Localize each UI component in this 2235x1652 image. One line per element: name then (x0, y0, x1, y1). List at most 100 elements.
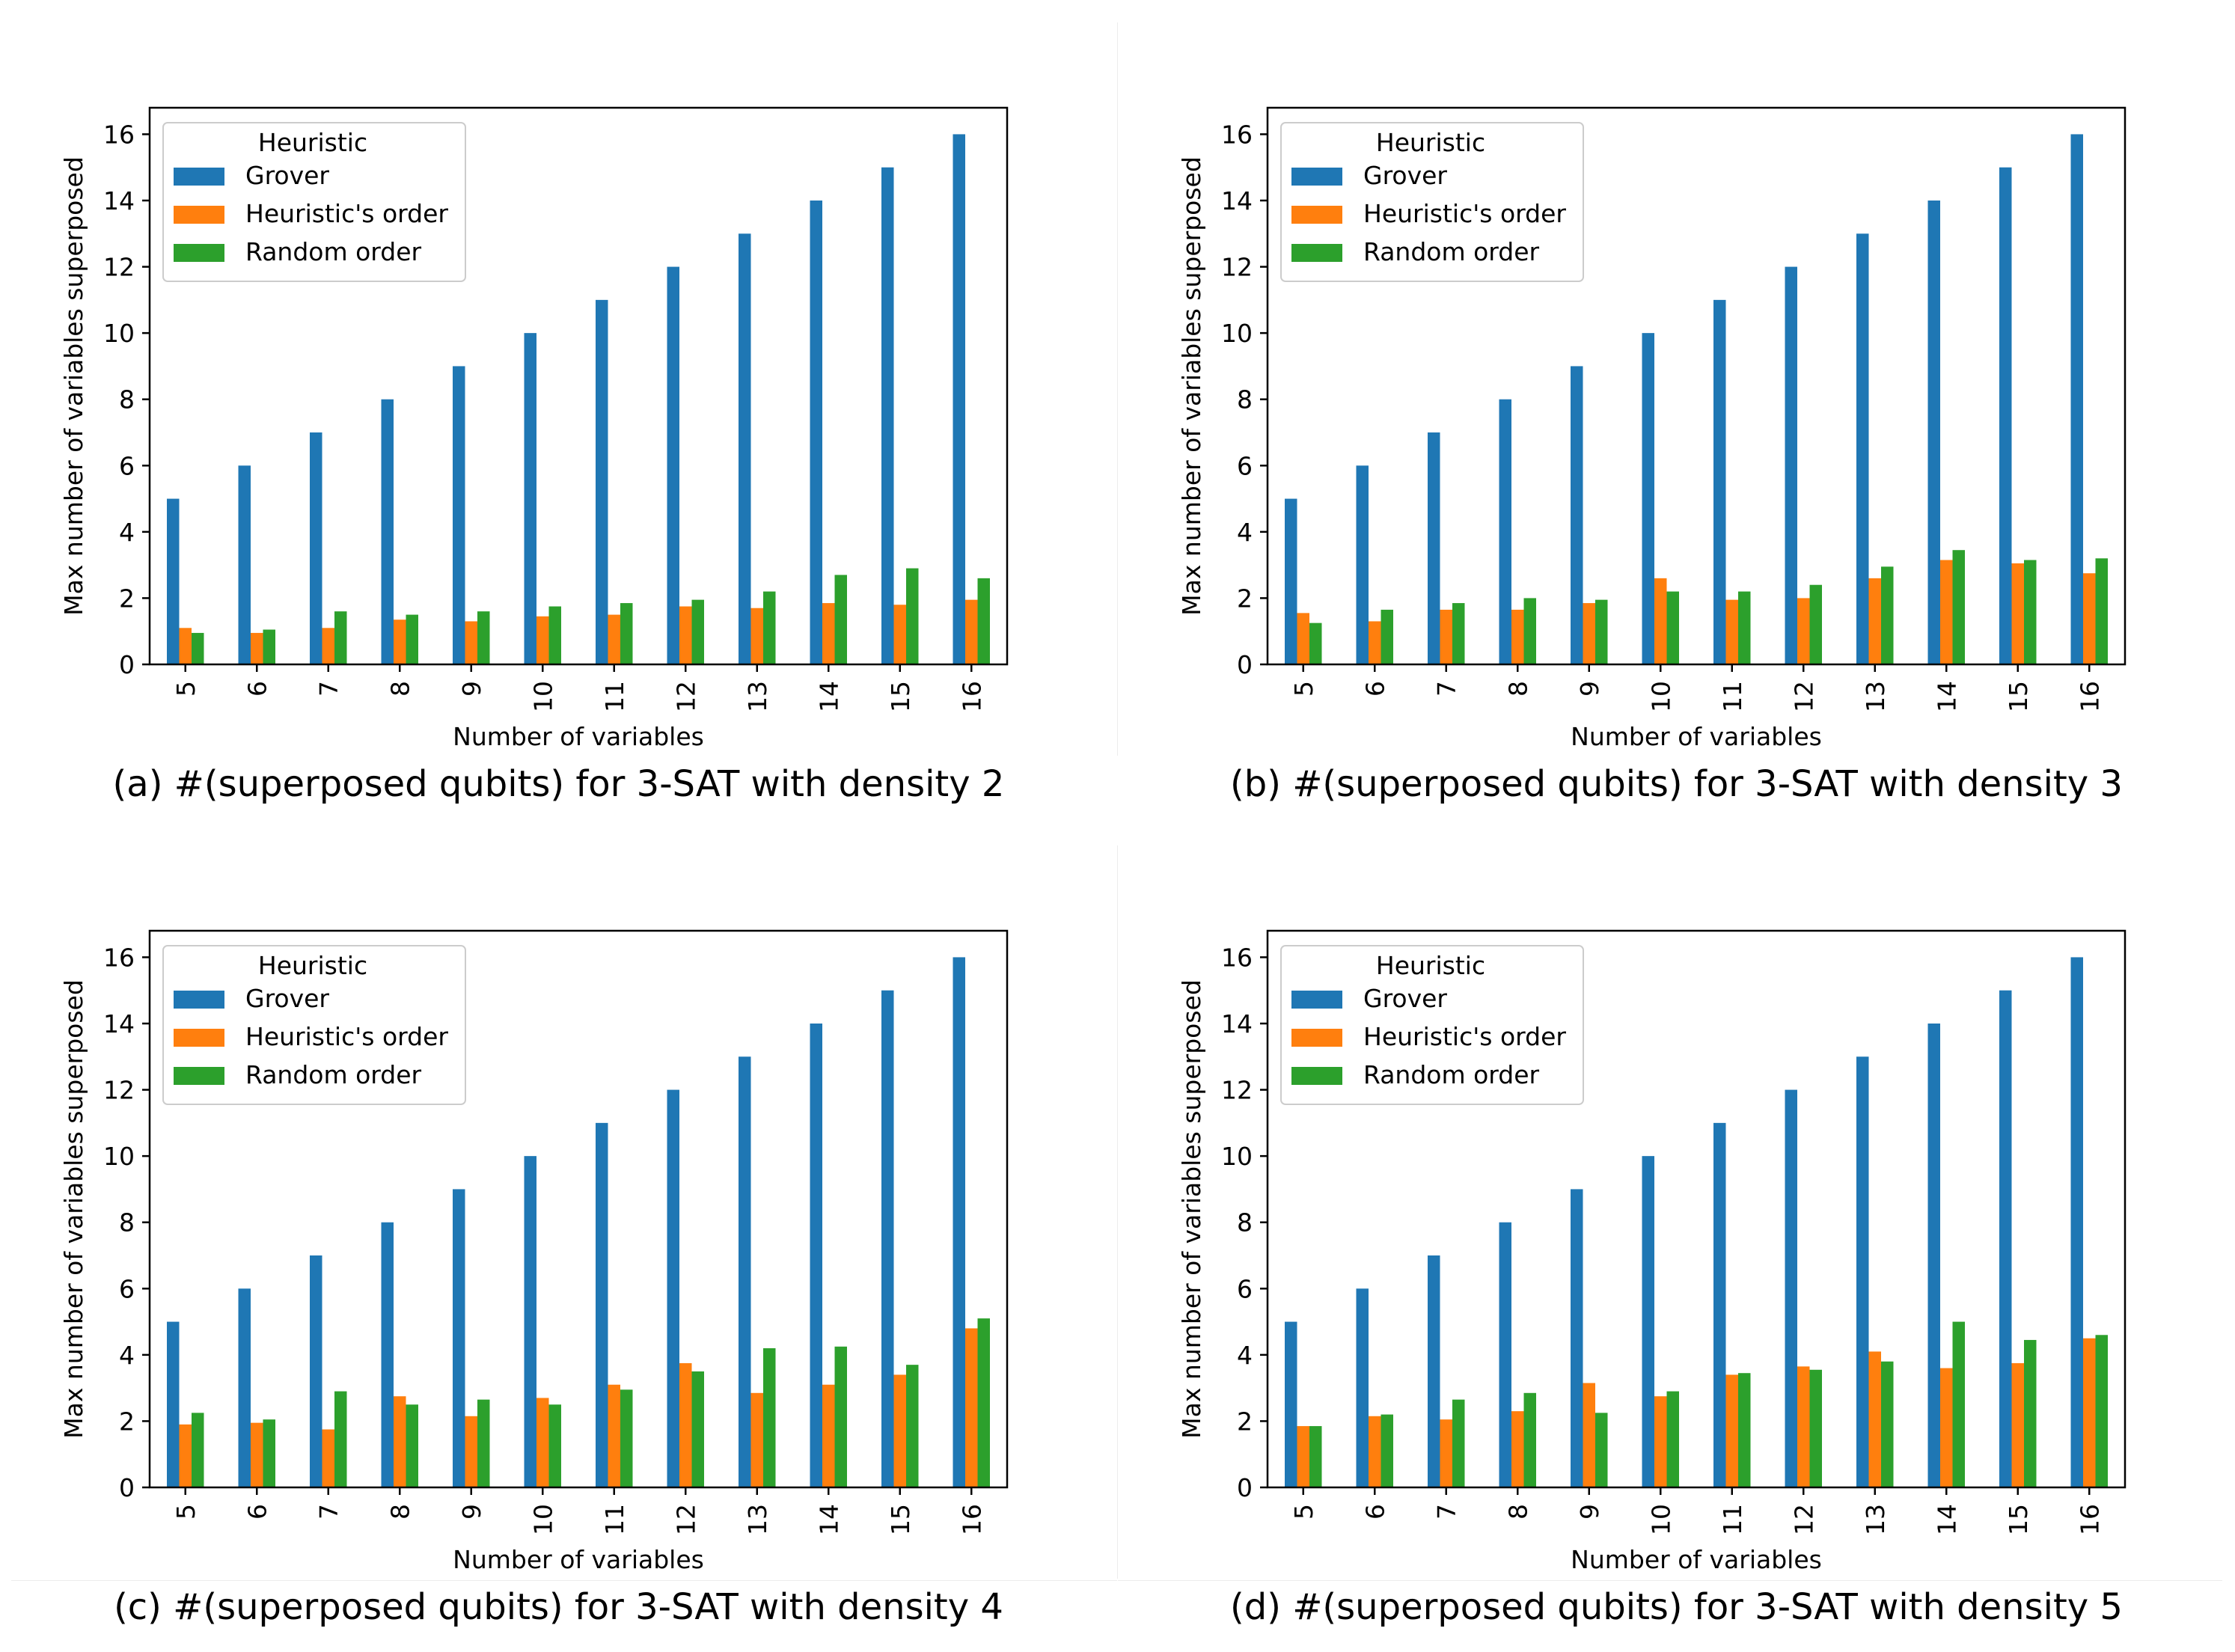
legend-box (162, 945, 466, 1105)
bar-random-order (263, 1419, 275, 1487)
x-axis-label: Number of variables (1571, 722, 1822, 751)
x-tick-label: 8 (385, 1504, 415, 1520)
y-tick-label: 4 (119, 518, 135, 547)
bar-heuristic-order (1868, 1351, 1881, 1487)
bar-random-order (1452, 603, 1465, 664)
y-tick-label: 10 (1221, 1142, 1253, 1171)
bar-random-order (977, 578, 990, 664)
bar-random-order (1595, 599, 1608, 664)
x-tick-label: 6 (1360, 681, 1389, 697)
bar-random-order (1666, 591, 1679, 664)
bar-grover (1356, 465, 1369, 664)
bar-random-order (548, 1404, 561, 1487)
bar-heuristic-order (750, 608, 763, 664)
bar-random-order (2024, 560, 2037, 664)
y-tick-label: 8 (119, 1208, 135, 1238)
legend-swatch-grover (174, 991, 224, 1009)
bar-grover (1785, 266, 1797, 665)
bar-grover (381, 399, 394, 664)
bar-random-order (406, 614, 418, 664)
legend-box (162, 122, 466, 282)
bar-random-order (1309, 1426, 1322, 1487)
bar-grover (1571, 366, 1583, 664)
x-tick-label: 12 (671, 681, 700, 712)
bar-grover (2070, 957, 2083, 1487)
x-tick-label: 9 (457, 1504, 486, 1520)
x-tick-label: 11 (1718, 1504, 1747, 1535)
legend-label-grover: Grover (245, 984, 329, 1013)
bar-heuristic-order (1654, 1396, 1667, 1487)
bar-random-order (1595, 1413, 1608, 1487)
x-tick-label: 15 (886, 1504, 915, 1535)
bar-random-order (1881, 1361, 1894, 1487)
x-tick-label: 10 (528, 681, 557, 712)
bar-grover (1642, 1156, 1654, 1487)
bar-grover (238, 1288, 251, 1487)
bar-random-order (1881, 566, 1894, 664)
bar-random-order (763, 1348, 776, 1487)
caption-b: (b) #(superposed qubits) for 3-SAT with … (1230, 763, 2123, 805)
x-tick-label: 9 (1575, 681, 1604, 697)
x-tick-label: 16 (2075, 681, 2104, 712)
x-tick-label: 13 (1861, 1504, 1890, 1535)
bar-heuristic-order (893, 1374, 906, 1487)
chart-b: 0 2 4 6 8 10 12 14 16 5 6 7 8 9 10 11 12 13 14 15 16 Number o… (1177, 106, 2127, 751)
bar-random-order (691, 599, 704, 664)
bar-heuristic-order (608, 1384, 620, 1487)
chart-c: 0 2 4 6 8 10 12 14 16 5 6 7 8 9 10 11 12 13 14 15 16 Number o… (59, 929, 1009, 1574)
legend-label-grover: Grover (245, 161, 329, 190)
legend-title: Heuristic (1376, 951, 1485, 980)
bar-grover (1642, 333, 1654, 664)
y-tick-label: 12 (1221, 253, 1253, 282)
plot-frame (1266, 929, 2127, 1489)
legend-label-random-order: Random order (245, 237, 422, 266)
y-tick-label: 14 (1221, 186, 1253, 215)
y-tick-label: 4 (119, 1341, 135, 1370)
y-axis-label: Max number of variables superposed (1177, 979, 1206, 1439)
bar-grover (1428, 1255, 1440, 1487)
bar-grover (1499, 399, 1511, 664)
x-tick-label: 9 (1575, 1504, 1604, 1520)
bar-random-order (1809, 1369, 1822, 1487)
bar-grover (2070, 134, 2083, 664)
bar-heuristic-order (1297, 1426, 1309, 1487)
bar-random-order (334, 611, 347, 664)
x-tick-label: 5 (1289, 1504, 1318, 1520)
bar-heuristic-order (1725, 599, 1738, 664)
bar-heuristic-order (1511, 1411, 1524, 1487)
plot-frame (148, 106, 1009, 666)
bar-heuristic-order (322, 1429, 334, 1487)
bar-grover (1571, 1189, 1583, 1487)
legend-swatch-heuristic-order (1291, 1029, 1342, 1047)
bar-random-order (1952, 1321, 1965, 1487)
y-tick-label: 14 (1221, 1009, 1253, 1038)
x-tick-label: 15 (886, 681, 915, 712)
legend-label-grover: Grover (1363, 984, 1447, 1013)
y-tick-label: 8 (1237, 1208, 1253, 1238)
bar-heuristic-order (1440, 609, 1452, 664)
legend-label-heuristic-order: Heuristic's order (1363, 199, 1566, 228)
bar-heuristic-order (1654, 578, 1667, 664)
bar-random-order (548, 606, 561, 664)
figure-panel-d: 0 2 4 6 8 10 12 14 16 5 6 7 8 9 10 11 12 13 14 15 16 Number o… (1118, 823, 2235, 1649)
bar-grover (167, 1321, 180, 1487)
bar-heuristic-order (1868, 578, 1881, 664)
bar-random-order (2095, 1335, 2108, 1487)
y-tick-label: 16 (1221, 943, 1253, 972)
x-axis-label: Number of variables (453, 1545, 704, 1574)
bar-grover (524, 333, 536, 664)
x-tick-label: 16 (2075, 1504, 2104, 1535)
x-tick-label: 7 (1432, 1504, 1461, 1520)
y-tick-label: 2 (1237, 584, 1253, 613)
y-tick-label: 16 (103, 120, 135, 149)
bar-heuristic-order (394, 620, 406, 664)
bar-grover (167, 498, 180, 664)
bar-random-order (620, 1389, 633, 1487)
legend-swatch-random-order (174, 1067, 224, 1085)
bar-random-order (263, 629, 275, 664)
bar-grover (453, 1189, 465, 1487)
legend-title: Heuristic (1376, 128, 1485, 157)
caption-d: (d) #(superposed qubits) for 3-SAT with … (1230, 1586, 2123, 1628)
chart-d: 0 2 4 6 8 10 12 14 16 5 6 7 8 9 10 11 12 13 14 15 16 Number o… (1177, 929, 2127, 1574)
legend-swatch-heuristic-order (174, 1029, 224, 1047)
